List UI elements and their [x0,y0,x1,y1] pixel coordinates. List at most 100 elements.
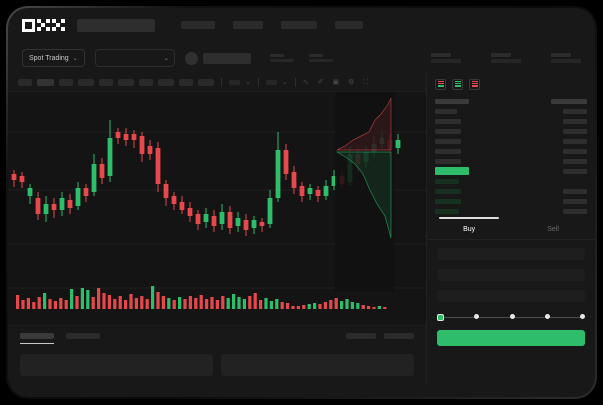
candle [299,182,305,202]
coin-avatar [184,51,198,65]
orderbook-mode-asks-icon[interactable] [469,78,481,90]
orderbook-price [435,208,460,214]
chart-column: ⌄ ⌄ ∿ ✐ ▣ ⚙ ⛶ [8,74,427,385]
volume-bar [80,288,84,309]
percent-mark-0[interactable] [437,313,445,321]
workspace: ⌄ ⌄ ∿ ✐ ▣ ⚙ ⛶ [8,74,595,385]
volume-bar [70,289,74,309]
market-type-dropdown[interactable]: Spot Trading ⌄ [22,49,85,67]
volume-bar [151,286,155,309]
orders-card-1[interactable] [221,354,415,376]
timeframe-button-6[interactable] [139,79,153,86]
volume-bar [232,294,236,309]
nav-item-2[interactable] [281,21,317,29]
volume-bar [340,301,344,309]
settings-gear-icon[interactable]: ⚙ [348,79,355,86]
volume-bar [318,304,322,309]
okx-logo[interactable] [22,18,65,32]
percent-mark-2[interactable] [509,313,515,319]
percent-mark-4[interactable] [579,313,585,319]
toolbar-divider [221,78,222,87]
orderbook-row[interactable] [435,106,587,116]
orders-action-0[interactable] [346,333,377,339]
search-input[interactable] [77,18,155,32]
tab-buy[interactable]: Buy [427,217,511,239]
candle [59,192,65,216]
orderbook-row[interactable] [435,186,587,196]
timeframe-button-8[interactable] [179,79,193,86]
orders-actions [346,333,415,339]
orderbook-row[interactable] [435,206,587,216]
tab-sell[interactable]: Sell [547,226,559,233]
orders-action-1[interactable] [384,333,415,339]
timeframe-button-2[interactable] [59,79,73,86]
order-total-field[interactable] [437,290,585,302]
volume-bar [383,307,387,309]
orderbook-mode-bids-icon[interactable] [452,78,464,90]
timeframe-button-4[interactable] [99,79,113,86]
nav-item-1[interactable] [233,21,263,29]
camera-snapshot-icon[interactable]: ▣ [332,79,340,86]
orderbook-row[interactable] [435,176,587,186]
volume-bar [156,292,160,309]
percent-slider[interactable] [437,312,585,322]
orderbook-mode-both-icon[interactable] [435,78,447,90]
orderbook-row[interactable] [435,146,587,156]
candle [259,218,265,232]
percent-mark-1[interactable] [474,313,480,319]
volume-bar [210,297,214,309]
timeframe-button-1[interactable] [37,79,54,86]
candle [67,194,73,214]
volume-bar [356,303,360,309]
order-price-field[interactable] [437,248,585,260]
nav-item-0[interactable] [181,21,215,29]
percent-mark-3[interactable] [544,313,550,319]
timeframe-button-7[interactable] [158,79,174,86]
buy-submit-button[interactable] [437,330,585,346]
ticker-stat-0 [269,54,294,62]
timeframe-button-3[interactable] [78,79,94,86]
pair-dropdown[interactable]: ⌄ [94,49,175,67]
order-amount-field[interactable] [437,269,585,281]
indicator-dropdown-icon[interactable]: ⌄ [245,79,251,86]
indicator-label[interactable] [229,80,240,85]
candle [43,196,49,222]
logo-letter-o-icon [22,18,35,32]
candle [331,170,337,190]
timeframe-button-9[interactable] [198,79,214,86]
orderbook-size [563,108,587,114]
orders-tab-1[interactable] [66,333,100,339]
volume-bar [21,300,25,309]
chart-type-label[interactable] [265,80,277,85]
timeframe-button-5[interactable] [118,79,134,86]
volume-bar [167,298,171,309]
toolbar-divider [257,78,259,87]
candle [195,210,201,230]
line-chart-icon[interactable]: ∿ [302,79,309,86]
orderbook-header[interactable] [435,96,587,106]
orderbook-row[interactable] [435,116,587,126]
volume-bar [291,306,295,309]
orderbook-row[interactable] [435,126,587,136]
timeframe-button-0[interactable] [18,79,32,86]
volume-bar [334,298,338,309]
order-book[interactable] [427,94,595,216]
orderbook-row[interactable] [435,156,587,166]
header-stat-2 [551,53,581,63]
fullscreen-icon[interactable]: ⛶ [363,79,369,86]
orderbook-row[interactable] [435,136,587,146]
volume-bar [345,299,349,309]
orderbook-price [435,188,462,194]
candle [27,184,33,204]
orders-card-0[interactable] [20,354,214,376]
drawing-pencil-icon[interactable]: ✐ [317,79,324,86]
volume-bar [102,293,106,309]
volume-series [16,286,387,309]
chart-type-dropdown-icon[interactable]: ⌄ [281,79,288,86]
price-chart[interactable] [8,92,427,325]
nav-item-3[interactable] [335,21,363,29]
orderbook-row[interactable] [435,166,587,176]
volume-bar [48,299,52,309]
orderbook-row[interactable] [435,196,587,206]
orders-tab-0[interactable] [20,333,54,344]
